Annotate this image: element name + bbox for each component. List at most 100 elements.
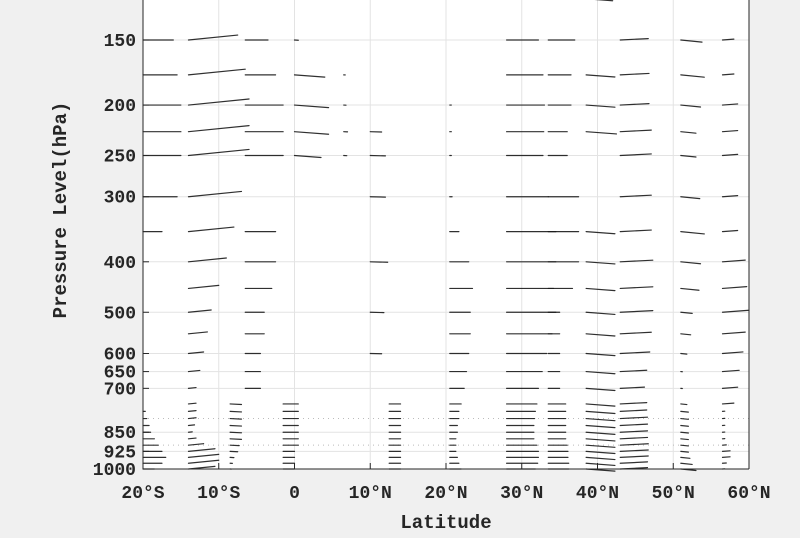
y-tick-label: 600 (104, 345, 136, 365)
wind-vector (585, 261, 616, 265)
wind-vector (585, 431, 616, 436)
x-tick-label: 40°N (576, 484, 619, 504)
wind-vector (585, 231, 616, 235)
y-tick-label: 300 (104, 189, 136, 209)
wind-vector (619, 194, 652, 198)
x-axis-label: Latitude (400, 512, 491, 534)
wind-vector (680, 131, 697, 134)
wind-vector (293, 154, 322, 159)
wind-vector (721, 103, 739, 106)
wind-vector (585, 403, 616, 407)
wind-vector (585, 104, 616, 108)
wind-vector (680, 311, 693, 314)
wind-vector (229, 424, 243, 427)
wind-vector (680, 74, 705, 78)
y-tick-label: 150 (104, 32, 136, 52)
wind-vector (721, 309, 750, 313)
wind-vector (721, 456, 731, 459)
x-tick-label: 0 (289, 484, 300, 504)
wind-vector (585, 370, 616, 375)
wind-vector (680, 287, 700, 291)
wind-vector (619, 430, 649, 433)
y-tick-label: 400 (104, 254, 136, 274)
wind-vector (585, 417, 616, 422)
wind-vector (585, 333, 616, 337)
wind-vector (187, 453, 220, 459)
wind-vector (680, 456, 691, 459)
y-tick-label: 700 (104, 380, 136, 400)
wind-vector (187, 68, 246, 76)
wind-vector (619, 351, 651, 355)
y-tick-label: 200 (104, 97, 136, 117)
wind-vector (680, 333, 692, 336)
wind-vector (229, 417, 243, 420)
axes: 20°S 10°S 0 10°N 20°N 30°N 40°N 50°N 60°N 150 200 2… (93, 0, 771, 504)
wind-vector (187, 410, 197, 412)
wind-vector (187, 309, 212, 313)
wind-vector (585, 424, 616, 429)
x-tick-label: 10°S (197, 484, 240, 504)
wind-vector (721, 73, 735, 76)
wind-vector (619, 37, 649, 41)
wind-vector (187, 331, 208, 335)
wind-vector (619, 286, 654, 290)
wind-vector (680, 261, 702, 265)
wind-vector (187, 448, 216, 452)
x-tick-label: 10°N (349, 484, 392, 504)
wind-vector (187, 257, 227, 263)
wind-vector (721, 450, 731, 452)
wind-vector (680, 196, 701, 200)
wind-vector (585, 311, 616, 316)
wind-vector (680, 231, 705, 235)
wind-vector (680, 444, 690, 447)
wind-vector (680, 450, 690, 453)
wind-vector (619, 259, 654, 263)
wind-vector (585, 287, 616, 292)
wind-vector (187, 190, 243, 198)
wind-vector (721, 129, 739, 133)
y-tick-label: 1000 (93, 461, 136, 481)
wind-vector (585, 410, 616, 415)
wind-vector (293, 104, 330, 109)
wind-vector (187, 226, 235, 233)
wind-vector (619, 409, 648, 412)
wind-vector (619, 72, 650, 76)
wind-vector (619, 443, 649, 446)
y-tick-label: 650 (104, 364, 136, 384)
x-tick-label: 30°N (500, 484, 543, 504)
wind-vector (293, 131, 330, 135)
wind-vector (585, 450, 616, 455)
wind-vector (187, 459, 220, 464)
wind-vector (187, 148, 250, 157)
wind-vector (619, 455, 649, 459)
wind-vector (187, 437, 197, 440)
wind-vector (619, 331, 652, 335)
wind-vector (680, 352, 688, 355)
wind-vector (585, 462, 616, 467)
wind-vector (680, 431, 690, 434)
wind-vector (594, 0, 614, 2)
wind-vector (229, 431, 243, 434)
y-tick-label: 500 (104, 304, 136, 324)
wind-vector (187, 417, 197, 420)
wind-vector (619, 436, 649, 440)
wind-vector (187, 402, 197, 405)
wind-vector (585, 438, 616, 442)
wind-vector (187, 98, 250, 106)
wind-vector (721, 38, 735, 41)
wind-vector (680, 424, 690, 427)
y-tick-label: 250 (104, 148, 136, 168)
wind-vector (585, 352, 616, 357)
wind-vector (585, 387, 616, 392)
wind-vector (721, 369, 740, 373)
wind-vector (680, 403, 688, 406)
y-tick-label: 925 (104, 443, 136, 463)
wind-vector (585, 131, 618, 135)
wind-vector (229, 410, 243, 413)
wind-vector (680, 417, 690, 420)
wind-vector (619, 423, 649, 427)
wind-vector (619, 153, 652, 157)
y-tick-label: 850 (104, 424, 136, 444)
wind-vector (187, 125, 250, 133)
